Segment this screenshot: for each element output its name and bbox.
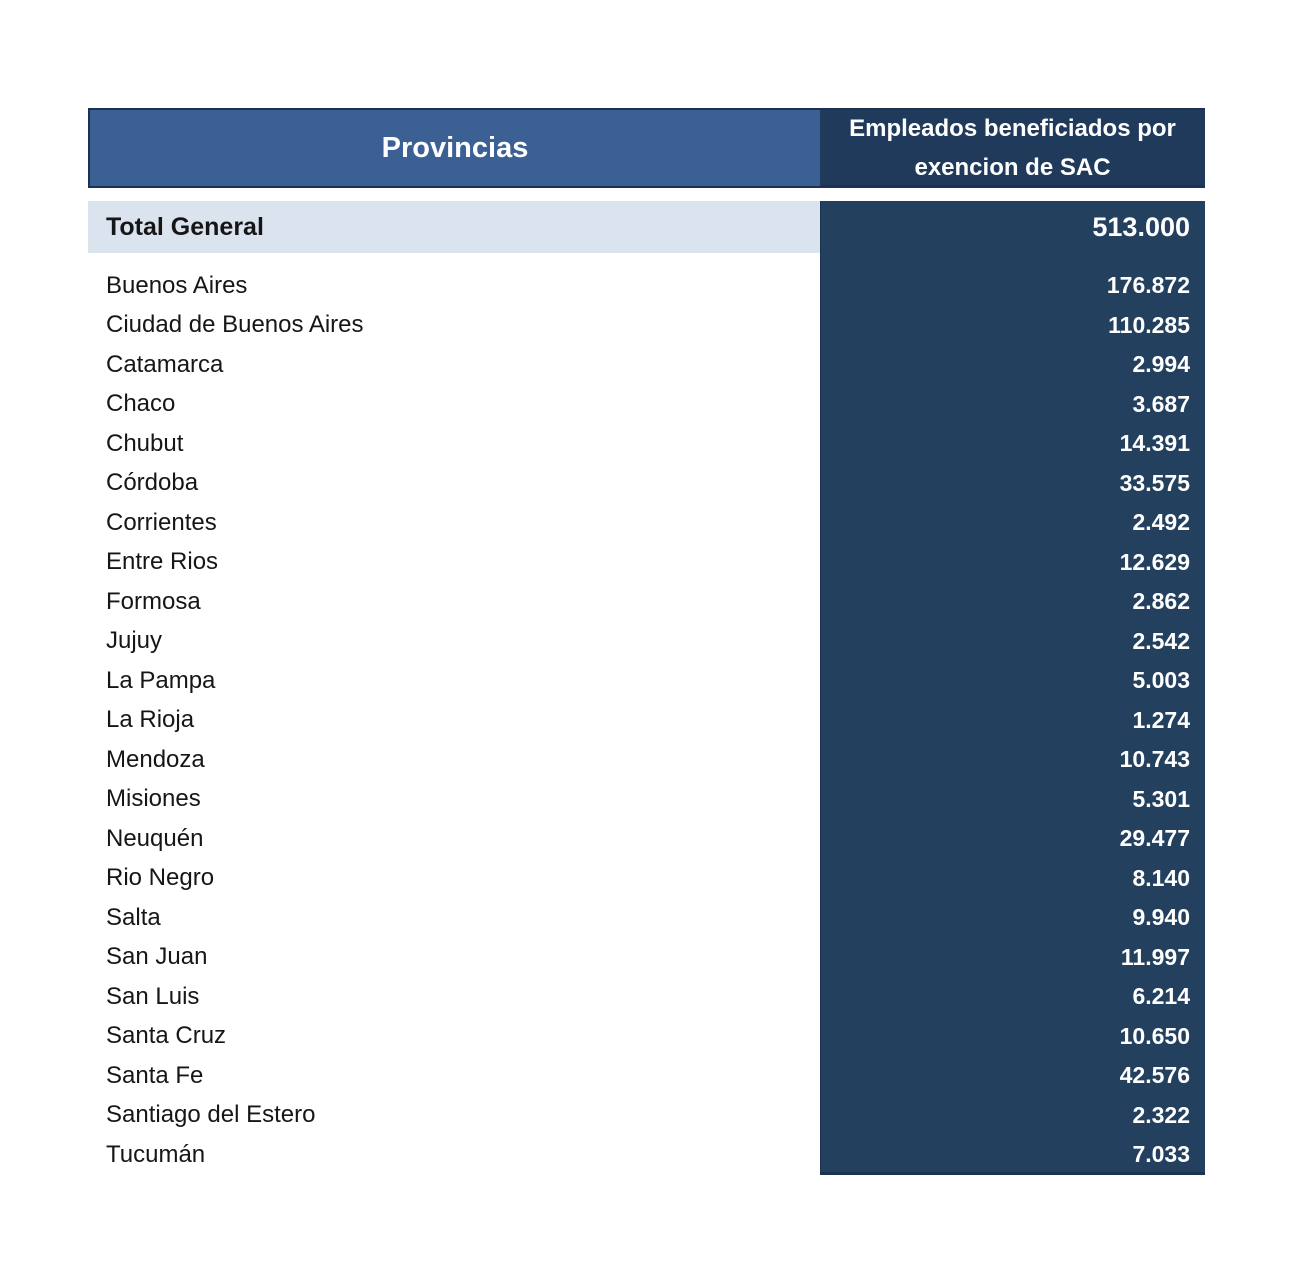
province-name: Jujuy [106,627,163,655]
province-value: 14.391 [820,424,1205,464]
province-value: 11.997 [820,937,1205,977]
province-name: Buenos Aires [106,271,248,299]
total-row: Total General 513.000 [88,201,1205,253]
province-value: 5.003 [820,661,1205,701]
province-value: 5.301 [820,779,1205,819]
province-value: 2.542 [820,621,1205,661]
table-row: Ciudad de Buenos Aires 110.285 [88,305,1205,345]
table-row: La Pampa 5.003 [88,661,1205,701]
total-gap-row [88,253,1205,266]
header-gap [88,188,1205,201]
province-name: Entre Rios [106,548,219,576]
province-value: 2.322 [820,1095,1205,1135]
table-row: Chubut 14.391 [88,424,1205,464]
column-header-empleados: Empleados beneficiados por exencion de S… [820,108,1205,188]
province-value: 29.477 [820,819,1205,859]
table-row: Córdoba 33.575 [88,463,1205,503]
province-value: 2.862 [820,582,1205,622]
province-name: Chaco [106,390,176,418]
table-row: Corrientes 2.492 [88,503,1205,543]
province-value: 9.940 [820,898,1205,938]
province-name: Santa Fe [106,1061,204,1089]
province-value: 7.033 [820,1135,1205,1175]
province-name: Chubut [106,429,184,457]
table-header-row: Provincias Empleados beneficiados por ex… [88,108,1205,188]
total-value: 513.000 [820,201,1205,253]
table-row: San Luis 6.214 [88,977,1205,1017]
province-name: Corrientes [106,508,217,536]
table-row: Mendoza 10.743 [88,740,1205,780]
table-row: Santa Fe 42.576 [88,1056,1205,1096]
province-name: Tucumán [106,1140,206,1168]
province-name: Córdoba [106,469,199,497]
province-name: Ciudad de Buenos Aires [106,311,364,339]
table-row: Misiones 5.301 [88,779,1205,819]
table-row: Santiago del Estero 2.322 [88,1095,1205,1135]
province-name: Salta [106,903,161,931]
province-value: 2.492 [820,503,1205,543]
total-label: Total General [88,201,820,253]
province-name: Santa Cruz [106,1022,227,1050]
province-value: 2.994 [820,345,1205,385]
provinces-table: Provincias Empleados beneficiados por ex… [88,108,1205,1175]
province-value: 1.274 [820,700,1205,740]
table-row: Tucumán 7.033 [88,1135,1205,1175]
total-gap-right [820,253,1205,266]
province-value: 33.575 [820,463,1205,503]
table-row: Catamarca 2.994 [88,345,1205,385]
table-row: Chaco 3.687 [88,384,1205,424]
table-row: Formosa 2.862 [88,582,1205,622]
table-row: Neuquén 29.477 [88,819,1205,859]
province-name: Formosa [106,587,201,615]
table-row: Rio Negro 8.140 [88,858,1205,898]
province-value: 3.687 [820,384,1205,424]
province-value: 176.872 [820,266,1205,306]
column-header-provincias: Provincias [88,108,820,188]
table-row: San Juan 11.997 [88,937,1205,977]
table-row: La Rioja 1.274 [88,700,1205,740]
table-row: Buenos Aires 176.872 [88,266,1205,306]
table-row: Jujuy 2.542 [88,621,1205,661]
province-value: 10.743 [820,740,1205,780]
table-body: Total General 513.000 Buenos Aires 176.8… [88,201,1205,1175]
total-gap-left [88,253,820,266]
province-name: Neuquén [106,824,204,852]
table-row: Salta 9.940 [88,898,1205,938]
province-name: Misiones [106,785,201,813]
province-name: Catamarca [106,350,224,378]
table-row: Santa Cruz 10.650 [88,1016,1205,1056]
province-value: 8.140 [820,858,1205,898]
province-value: 12.629 [820,542,1205,582]
province-value: 42.576 [820,1056,1205,1096]
province-name: La Rioja [106,706,195,734]
province-value: 6.214 [820,977,1205,1017]
province-name: Rio Negro [106,864,215,892]
province-value: 110.285 [820,305,1205,345]
province-name: Mendoza [106,745,205,773]
province-name: San Juan [106,943,208,971]
table-row: Entre Rios 12.629 [88,542,1205,582]
province-name: San Luis [106,982,200,1010]
province-name: La Pampa [106,666,216,694]
province-value: 10.650 [820,1016,1205,1056]
province-name: Santiago del Estero [106,1101,316,1129]
